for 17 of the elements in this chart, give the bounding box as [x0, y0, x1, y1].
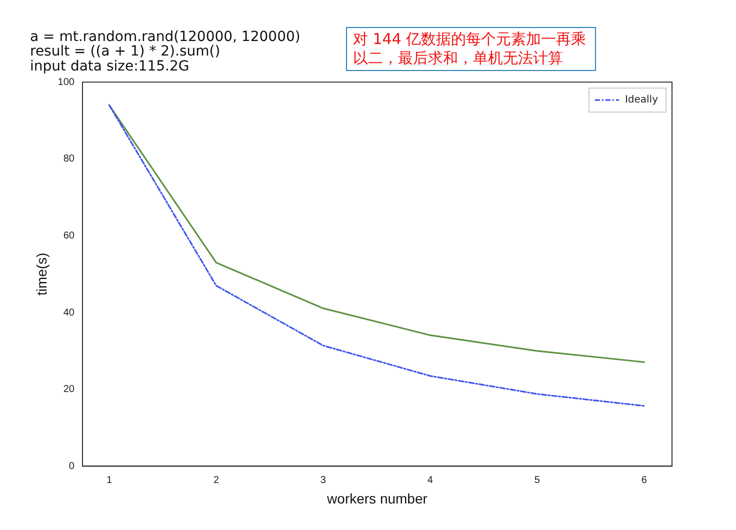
y-tick-label: 20 — [63, 384, 75, 396]
x-tick-label: 5 — [534, 474, 540, 486]
y-axis-title: time(s) — [33, 252, 50, 296]
x-tick-label: 6 — [641, 474, 648, 486]
y-tick-label: 60 — [63, 230, 75, 242]
x-tick-label: 3 — [320, 474, 326, 486]
y-tick-label: 100 — [58, 76, 75, 88]
chart-title: a = mt.random.rand(120000, 120000) result = ((a + 1) * 2).sum() input data size:115.2G — [30, 28, 300, 74]
x-axis-title: workers number — [326, 490, 428, 506]
x-tick-label: 4 — [427, 474, 434, 486]
text: 对 144 亿数据的每个元素加一再乘以二，最后求和，单机无法计算 — [346, 27, 596, 71]
legend-label: Ideally — [624, 94, 658, 106]
y-tick-label: 0 — [68, 460, 75, 472]
x-tick-label: 1 — [106, 474, 112, 486]
y-tick-label: 80 — [63, 154, 75, 165]
x-tick-label: 2 — [213, 474, 220, 486]
y-tick-label: 40 — [63, 307, 75, 318]
